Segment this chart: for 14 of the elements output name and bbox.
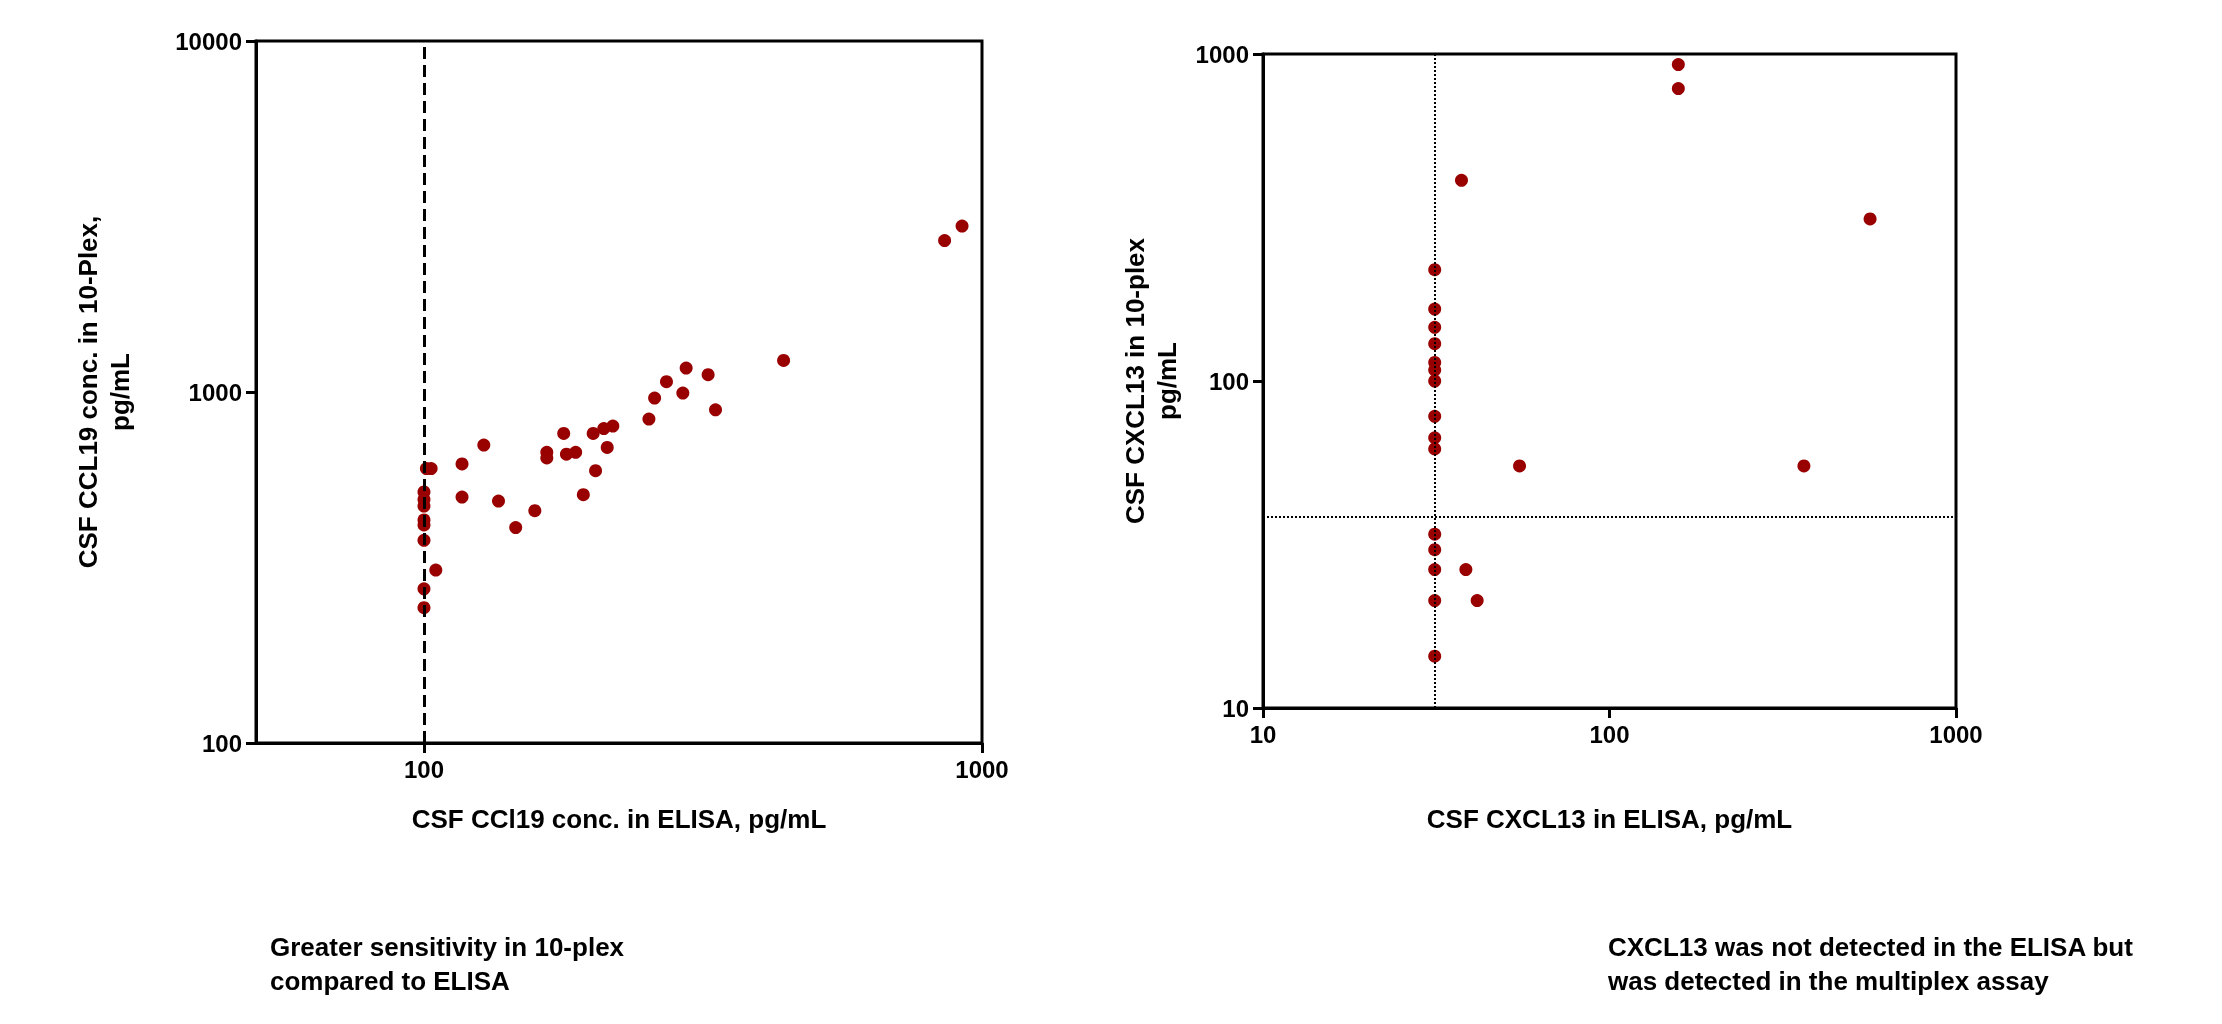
y-tick-label: 1000 — [188, 378, 242, 406]
x-tick-label: 100 — [1589, 720, 1630, 748]
x-tick-label: 1000 — [1929, 720, 1983, 748]
text: Greater sensitivity in 10-plex compared to ELISA — [270, 931, 626, 998]
y-tick-label: 100 — [1208, 367, 1249, 395]
y-axis-title: CSF CCL19 conc. in 10-Plex, pg/mL — [73, 215, 135, 569]
text: CXCL13 was not detected in the ELISA but was detected in the multiplex assay — [1608, 931, 2134, 998]
x-axis-title: CSF CCl19 conc. in ELISA, pg/mL — [411, 804, 827, 834]
y-tick-label: 10000 — [175, 27, 242, 55]
x-axis-title: CSF CXCL13 in ELISA, pg/mL — [1426, 804, 1793, 834]
y-tick-label: 1000 — [1195, 40, 1249, 68]
x-tick-label: 10 — [1249, 720, 1277, 748]
y-axis-title: CSF CXCL13 in 10-plex pg/mL — [1120, 237, 1182, 525]
y-tick-label: 10 — [1222, 694, 1249, 722]
